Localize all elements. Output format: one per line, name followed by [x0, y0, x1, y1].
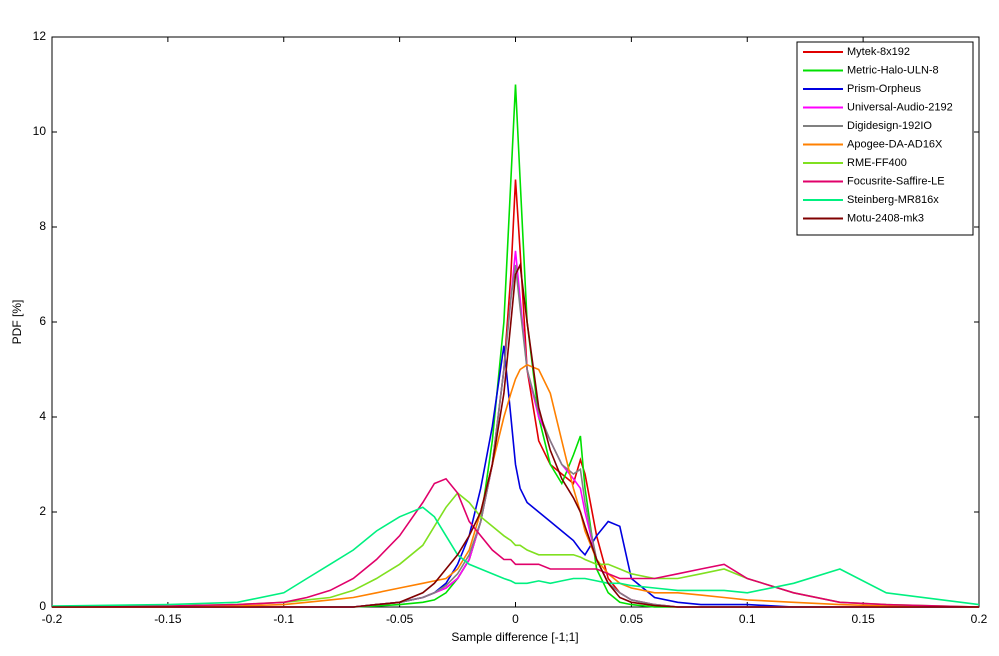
y-tick-label: 0 [39, 599, 46, 613]
y-tick-label: 10 [33, 124, 47, 138]
legend-label: Metric-Halo-ULN-8 [847, 64, 939, 76]
y-tick-label: 4 [39, 409, 46, 423]
y-tick-label: 8 [39, 219, 46, 233]
series-line [51, 506, 980, 607]
legend-label: Mytek-8x192 [847, 46, 910, 58]
y-tick-label: 2 [39, 504, 46, 518]
legend-label: Steinberg-MR816x [847, 194, 939, 206]
x-tick-label: -0.15 [154, 612, 182, 626]
series-line [52, 363, 980, 608]
x-tick-label: -0.2 [42, 612, 63, 626]
legend-label: Focusrite-Saffire-LE [847, 175, 945, 187]
legend-label: Universal-Audio-2192 [847, 101, 953, 113]
legend-box [796, 41, 974, 236]
x-tick-label: -0.05 [386, 612, 414, 626]
series-line [51, 491, 980, 608]
series-line [52, 262, 979, 608]
x-tick-label: 0.1 [739, 612, 756, 626]
x-tick-label: 0 [512, 612, 519, 626]
y-tick-label: 12 [33, 29, 47, 43]
y-axis-label: PDF [%] [10, 300, 24, 345]
series-line [51, 477, 980, 608]
x-tick-label: -0.1 [273, 612, 294, 626]
x-axis-label: Sample difference [-1;1] [451, 630, 578, 644]
x-tick-label: 0.05 [620, 612, 644, 626]
legend-label: Digidesign-192IO [847, 120, 932, 132]
x-tick-label: 0.2 [971, 612, 988, 626]
legend: Mytek-8x192 Metric-Halo-ULN-8 Prism-Orpheu… [796, 41, 974, 236]
legend-label: RME-FF400 [847, 157, 907, 169]
legend-label: Motu-2408-mk3 [847, 212, 924, 224]
legend-label: Apogee-DA-AD16X [847, 138, 943, 150]
legend-label: Prism-Orpheus [847, 83, 921, 95]
x-tick-label: 0.15 [851, 612, 875, 626]
y-tick-label: 6 [39, 314, 46, 328]
